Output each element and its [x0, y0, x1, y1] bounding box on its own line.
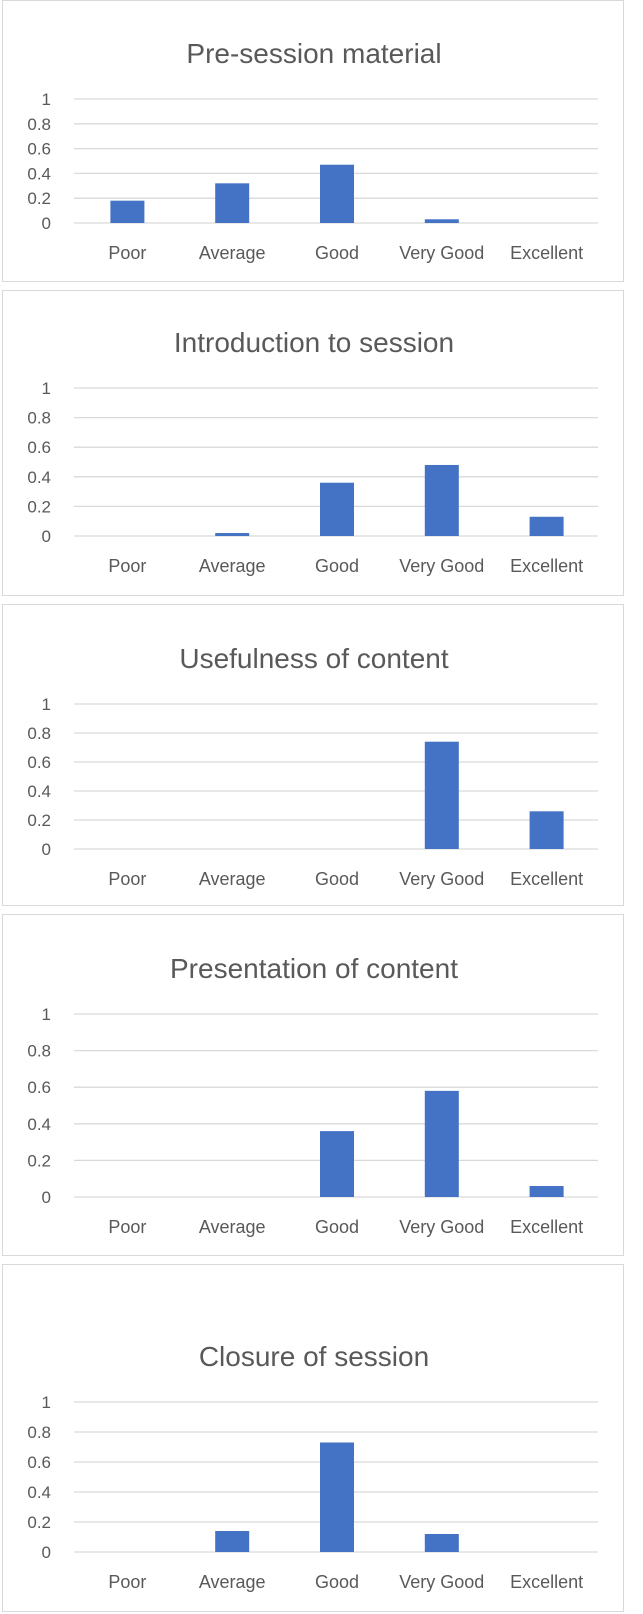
bar-excellent [529, 516, 564, 536]
bar-very-good [424, 464, 459, 536]
x-category-label: Excellent [510, 556, 583, 576]
y-tick-label: 0.8 [27, 1042, 51, 1061]
bar-excellent [529, 1186, 564, 1197]
chart-title: Usefulness of content [179, 643, 448, 674]
y-tick-label: 0 [42, 214, 51, 233]
y-tick-label: 0.8 [27, 409, 51, 428]
chart-title: Pre-session material [186, 38, 441, 69]
y-tick-label: 0 [42, 527, 51, 546]
chart-title: Closure of session [199, 1341, 429, 1372]
y-tick-label: 0.6 [27, 1078, 51, 1097]
y-tick-label: 1 [42, 695, 51, 714]
bar-poor [110, 200, 145, 223]
y-tick-label: 0 [42, 840, 51, 859]
y-tick-label: 0.2 [27, 189, 51, 208]
x-category-label: Average [199, 556, 266, 576]
x-category-label: Average [199, 1572, 266, 1592]
y-tick-label: 1 [42, 379, 51, 398]
y-tick-label: 0.2 [27, 497, 51, 516]
bar-chart: Closure of session 0 0.2 0.4 0.6 0.8 1 Poor Aver… [27, 1341, 598, 1592]
y-tick-label: 0.6 [27, 140, 51, 159]
x-category-label: Poor [108, 1217, 146, 1237]
x-category-label: Good [315, 243, 359, 263]
y-tick-label: 0.6 [27, 438, 51, 457]
chart-panel: Closure of session 0 0.2 0.4 0.6 0.8 1 Poor Aver… [2, 1264, 624, 1612]
x-category-label: Good [315, 869, 359, 889]
chart-title: Introduction to session [174, 327, 454, 358]
x-category-label: Very Good [399, 243, 484, 263]
x-category-label: Poor [108, 556, 146, 576]
x-category-label: Excellent [510, 1572, 583, 1592]
bar-excellent [529, 811, 564, 849]
y-tick-label: 0.8 [27, 115, 51, 134]
bar-good [320, 1442, 354, 1552]
bar-very-good [424, 219, 459, 223]
y-tick-label: 0.2 [27, 1513, 51, 1532]
x-category-label: Excellent [510, 869, 583, 889]
x-category-label: Very Good [399, 556, 484, 576]
x-category-label: Good [315, 556, 359, 576]
x-category-label: Good [315, 1217, 359, 1237]
y-tick-label: 0.8 [27, 1423, 51, 1442]
y-tick-label: 0.4 [27, 1483, 51, 1502]
x-category-label: Very Good [399, 869, 484, 889]
y-tick-label: 0.4 [27, 1115, 51, 1134]
bar-average [215, 1531, 250, 1552]
y-tick-label: 0 [42, 1188, 51, 1207]
y-tick-label: 0.4 [27, 164, 51, 183]
y-tick-label: 0 [42, 1543, 51, 1562]
y-tick-label: 1 [42, 1393, 51, 1412]
x-category-label: Poor [108, 243, 146, 263]
y-tick-label: 0.6 [27, 1453, 51, 1472]
x-category-label: Poor [108, 1572, 146, 1592]
bar-very-good [424, 1534, 459, 1552]
x-category-label: Excellent [510, 243, 583, 263]
chart-panel: Usefulness of content 0 0.2 0.4 0.6 0.8 1 Poor A… [2, 604, 624, 906]
bar-good [320, 482, 354, 536]
y-tick-label: 0.2 [27, 1151, 51, 1170]
chart-panel: Pre-session material 0 0.2 0.4 0.6 0.8 1 Poor Av… [2, 0, 624, 282]
y-tick-label: 0.4 [27, 468, 51, 487]
y-tick-label: 1 [42, 90, 51, 109]
chart-panel: Presentation of content 0 0.2 0.4 0.6 0.8 1 Poo… [2, 914, 624, 1256]
x-category-label: Very Good [399, 1572, 484, 1592]
x-category-label: Very Good [399, 1217, 484, 1237]
bar-chart: Pre-session material 0 0.2 0.4 0.6 0.8 1 Poor Av… [27, 38, 598, 263]
bar-chart: Usefulness of content 0 0.2 0.4 0.6 0.8 1 Poor A… [27, 643, 598, 889]
chart-title: Presentation of content [170, 953, 458, 984]
bar-good [320, 164, 354, 223]
y-tick-label: 1 [42, 1005, 51, 1024]
bar-very-good [424, 741, 459, 849]
x-category-label: Poor [108, 869, 146, 889]
x-category-label: Excellent [510, 1217, 583, 1237]
bar-average [215, 533, 250, 536]
y-tick-label: 0.8 [27, 724, 51, 743]
bar-chart: Introduction to session 0 0.2 0.4 0.6 0.8 1 Poo… [27, 327, 598, 576]
y-tick-label: 0.2 [27, 811, 51, 830]
bar-average [215, 183, 250, 223]
x-category-label: Average [199, 869, 266, 889]
bar-chart: Presentation of content 0 0.2 0.4 0.6 0.8 1 Poo… [27, 953, 598, 1237]
x-category-label: Average [199, 243, 266, 263]
bar-very-good [424, 1090, 459, 1197]
chart-panel: Introduction to session 0 0.2 0.4 0.6 0.8 1 Poo… [2, 290, 624, 596]
y-tick-label: 0.4 [27, 782, 51, 801]
bar-good [320, 1131, 354, 1197]
x-category-label: Good [315, 1572, 359, 1592]
x-category-label: Average [199, 1217, 266, 1237]
y-tick-label: 0.6 [27, 753, 51, 772]
